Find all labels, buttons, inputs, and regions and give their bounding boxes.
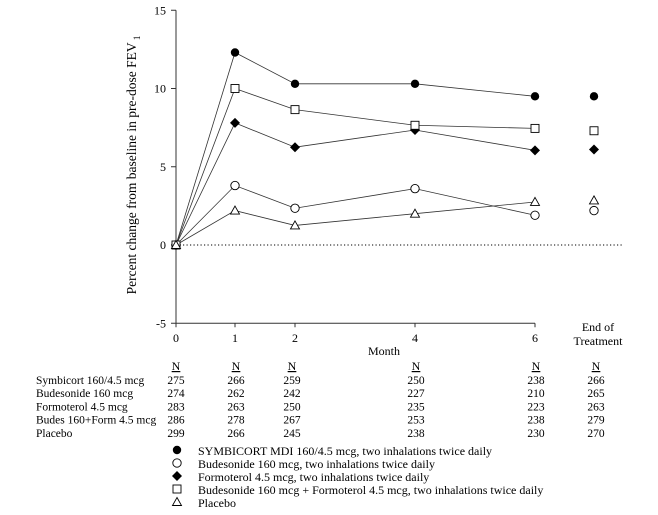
n-table-value: 279 — [587, 415, 605, 427]
legend-marker-filled-circle — [172, 445, 182, 455]
n-table-value: 270 — [587, 428, 605, 440]
data-point-open-circle — [410, 184, 420, 194]
n-table-value: 238 — [527, 375, 545, 387]
series-line-1 — [175, 185, 536, 246]
n-table-value: 274 — [167, 388, 185, 400]
data-point-filled-circle — [530, 92, 540, 101]
n-table-value: 262 — [227, 388, 245, 400]
n-table-value: 245 — [283, 428, 301, 440]
x-tick-label-end-line2: Treatment — [574, 334, 624, 348]
end-of-treatment-point-filled-diamond — [589, 144, 599, 155]
n-table-value: 267 — [283, 415, 301, 427]
x-tick-label-end-line1: End of — [582, 320, 614, 334]
data-point-open-square — [530, 123, 540, 133]
y-tick-label: 0 — [160, 238, 166, 252]
data-point-open-circle — [230, 180, 240, 191]
data-point-open-circle — [530, 210, 540, 220]
n-table-value: 265 — [587, 388, 605, 400]
end-of-treatment-point-open-square — [589, 126, 599, 136]
end-of-treatment-point-open-triangle — [588, 194, 600, 205]
n-table-value: 278 — [227, 415, 245, 427]
y-tick-label: -5 — [156, 316, 166, 330]
x-tick-label: 4 — [412, 331, 418, 345]
series-line-4 — [175, 201, 536, 246]
series-line-0 — [175, 51, 536, 246]
n-table-value: 253 — [407, 415, 425, 427]
n-table-row-label: Budesonide 160 mcg — [36, 388, 133, 400]
legend-marker-open-triangle — [171, 496, 183, 506]
x-tick-label: 0 — [173, 331, 179, 345]
n-table-value: 223 — [527, 401, 545, 413]
n-table-row-label: Placebo — [36, 428, 73, 440]
n-table-value: 242 — [283, 388, 301, 400]
y-axis-label: Percent change from baseline in pre-dose… — [124, 36, 142, 295]
n-table-value: 266 — [227, 375, 245, 387]
n-table-value: 266 — [587, 375, 605, 387]
end-of-treatment-point-filled-circle — [589, 92, 599, 101]
n-table-value: 210 — [527, 388, 545, 400]
n-table-value: 286 — [167, 415, 185, 427]
n-table-value: 263 — [227, 401, 245, 413]
series-line-2 — [175, 122, 536, 246]
legend-marker-open-circle — [172, 458, 182, 468]
data-point-filled-diamond — [530, 145, 540, 156]
data-point-open-square — [230, 84, 240, 93]
n-table-row-label: Formoterol 4.5 mcg — [36, 401, 128, 413]
legend-marker-filled-diamond — [172, 471, 182, 481]
n-table-value: 299 — [167, 428, 185, 440]
n-table-value: 227 — [407, 388, 425, 400]
series-line-3 — [175, 87, 536, 246]
n-table-value: 238 — [407, 428, 425, 440]
legend-marker-open-square — [172, 484, 182, 494]
y-tick-label: 5 — [160, 160, 166, 174]
n-table-row-label: Symbicort 160/4.5 mcg — [36, 375, 145, 387]
data-point-open-triangle — [229, 205, 241, 215]
data-point-filled-diamond — [290, 142, 300, 153]
x-axis-label: Month — [368, 344, 400, 358]
x-tick-label: 2 — [292, 331, 298, 345]
n-header: N — [412, 359, 421, 373]
end-of-treatment-point-open-circle — [589, 205, 599, 216]
data-point-open-square — [290, 105, 300, 115]
n-header: N — [172, 359, 181, 373]
data-point-open-triangle — [289, 220, 301, 230]
legend-label: Formoterol 4.5 mcg, two inhalations twic… — [198, 470, 429, 484]
x-tick-label: 1 — [232, 331, 238, 345]
n-table-value: 259 — [283, 375, 301, 387]
x-tick-label: 6 — [532, 331, 538, 345]
legend-label: Budesonide 160 mcg + Formoterol 4.5 mcg,… — [198, 483, 543, 497]
n-table-value: 283 — [167, 401, 185, 413]
data-point-filled-circle — [230, 48, 240, 57]
data-point-open-triangle — [409, 208, 421, 218]
n-table-value: 250 — [407, 375, 425, 387]
y-tick-label: 15 — [154, 3, 166, 17]
n-header: N — [532, 359, 541, 373]
y-axis-label-subscript: 1 — [132, 36, 142, 43]
data-point-open-triangle — [529, 196, 541, 206]
n-table-value: 263 — [587, 401, 605, 413]
data-point-filled-diamond — [230, 117, 240, 128]
n-table-value: 250 — [283, 401, 301, 413]
n-table-value: 235 — [407, 401, 425, 413]
n-table-row-label: Budes 160+Form 4.5 mcg — [36, 415, 156, 427]
y-tick-label: 10 — [154, 82, 166, 96]
n-header: N — [232, 359, 241, 373]
data-point-open-triangle — [170, 239, 182, 249]
n-table-value: 230 — [527, 428, 545, 440]
data-point-filled-circle — [410, 79, 420, 89]
data-point-open-square — [410, 120, 420, 130]
n-table-value: 275 — [167, 375, 185, 387]
legend-label: SYMBICORT MDI 160/4.5 mcg, two inhalatio… — [198, 444, 492, 458]
n-table-value: 266 — [227, 428, 245, 440]
data-point-open-circle — [290, 203, 300, 213]
legend-label: Placebo — [198, 496, 236, 510]
n-table-value: 238 — [527, 415, 545, 427]
n-header: N — [288, 359, 297, 373]
n-header: N — [592, 359, 601, 373]
legend-label: Budesonide 160 mcg, two inhalations twic… — [198, 457, 435, 471]
data-point-filled-circle — [290, 79, 300, 89]
